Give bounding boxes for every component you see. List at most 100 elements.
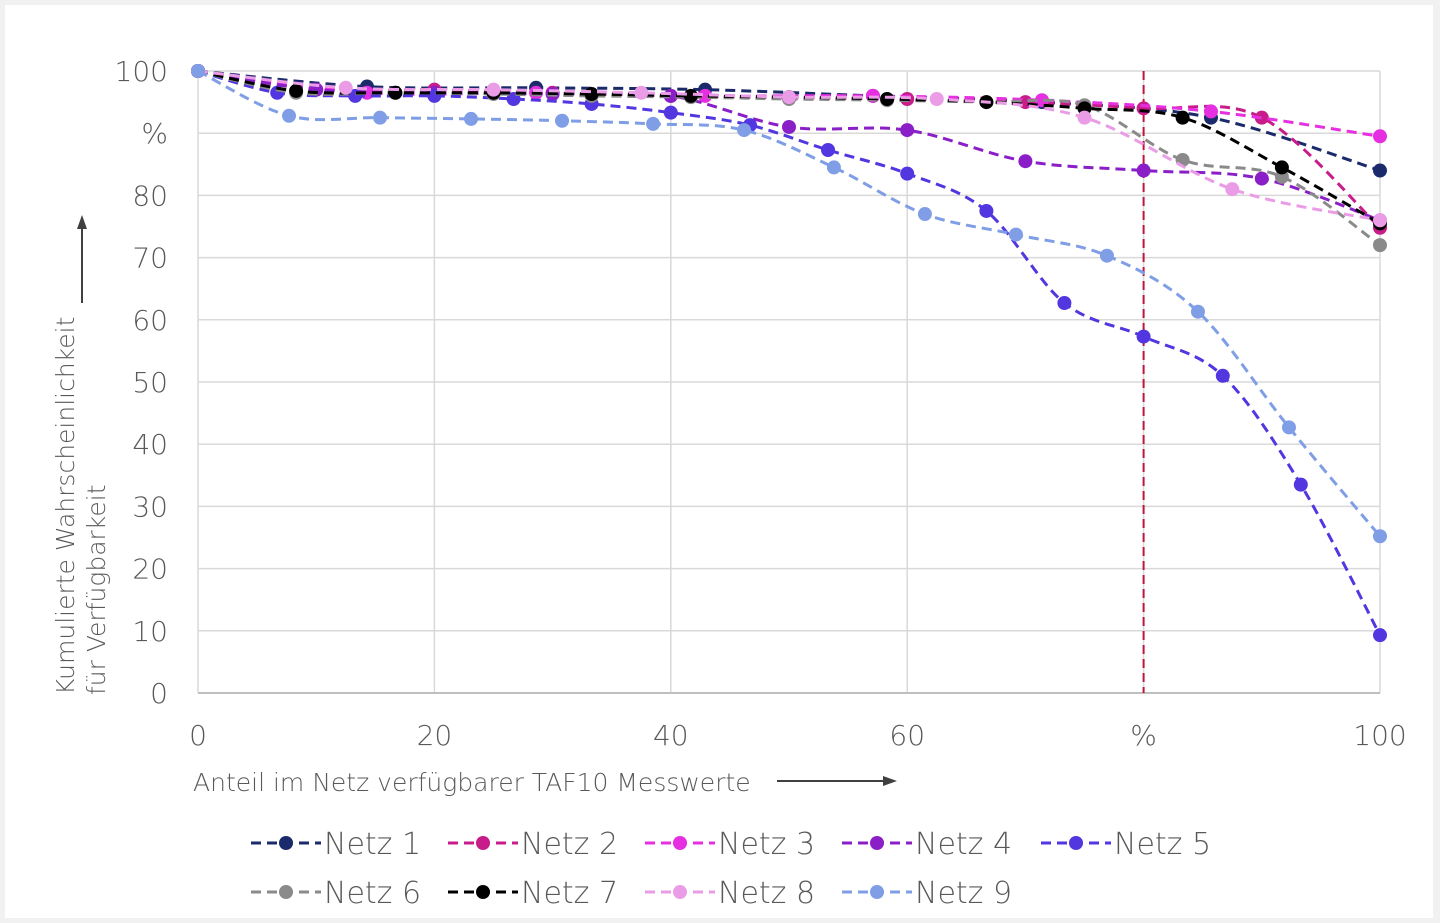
data-point [1274, 160, 1289, 175]
data-point [917, 207, 932, 222]
y-axis-label-line-2: für Verfügbarkeit [82, 484, 111, 695]
y-tick-label: 80 [132, 179, 168, 212]
data-point [1373, 238, 1387, 253]
data-point [1034, 93, 1049, 108]
data-point [1373, 628, 1387, 643]
data-point [388, 85, 403, 100]
y-tick-label: 60 [132, 304, 168, 337]
legend-item: Netz 5 [1041, 827, 1211, 862]
legend-swatch-marker [279, 885, 293, 899]
legend-item: Netz 4 [842, 827, 1012, 862]
y-tick-label: 40 [132, 428, 168, 461]
x-tick-label: 20 [417, 719, 453, 752]
series-9 [191, 64, 1387, 544]
x-axis-label: Anteil im Netz verfügbarer TAF10 Messwer… [193, 768, 751, 797]
legend-swatch-marker [279, 836, 293, 850]
legend-label: Netz 3 [718, 827, 815, 862]
data-point [1175, 110, 1190, 125]
data-point [929, 91, 944, 106]
legend-label: Netz 1 [324, 827, 421, 862]
data-point [1281, 420, 1296, 435]
data-point [646, 116, 661, 131]
legend: Netz 1 Netz 2 Netz 3 Netz 4 Netz 5 Netz 6 Netz… [251, 827, 1211, 911]
legend-label: Netz 9 [915, 876, 1012, 911]
x-axis-arrow [777, 776, 897, 786]
data-point [1225, 182, 1240, 197]
y-tick-label: 0 [150, 677, 168, 710]
legend-swatch-marker [476, 836, 490, 850]
data-point [782, 119, 796, 134]
legend-label: Netz 6 [324, 876, 421, 911]
series-line [197, 69, 1381, 172]
y-tick-label: 10 [132, 615, 168, 648]
y-axis-title: Kumulierte Wahrscheinlichkeit für Verfüg… [51, 317, 111, 695]
data-point [900, 123, 915, 138]
x-tick-label: 60 [889, 719, 925, 752]
data-series [191, 64, 1387, 643]
data-point [1373, 163, 1387, 178]
legend-item: Netz 2 [448, 827, 618, 862]
y-tick-label: 30 [132, 490, 168, 523]
y-tick-label: 20 [132, 553, 168, 586]
legend-label: Netz 7 [521, 876, 618, 911]
data-point [1057, 296, 1072, 311]
series-line [197, 69, 1382, 538]
legend-item: Netz 7 [448, 876, 618, 911]
data-point [373, 110, 388, 125]
y-tick-label: % [141, 117, 168, 150]
legend-item: Netz 8 [645, 876, 815, 911]
data-point [555, 113, 570, 128]
data-point [634, 85, 649, 100]
data-point [282, 108, 297, 123]
data-point [464, 111, 479, 126]
data-point [821, 142, 836, 157]
plot-grid [197, 70, 1381, 694]
legend-swatch-marker [476, 885, 490, 899]
x-tick-label: 40 [653, 719, 689, 752]
x-axis-ticks: 0 20 40 60% 100 [189, 719, 1407, 752]
data-point [1136, 329, 1151, 344]
data-point [698, 88, 713, 103]
y-tick-label: 100 [115, 55, 168, 88]
legend-swatch-marker [673, 836, 687, 850]
legend-label: Netz 4 [915, 827, 1012, 862]
data-point [584, 87, 599, 102]
line-chart: 0 10 20 30 40 50 60 70 80% 100 0 20 40 60% 100 Kumuli… [51, 55, 1407, 911]
legend-item: Netz 9 [842, 876, 1012, 911]
data-point [1254, 110, 1269, 125]
data-point [1008, 227, 1023, 242]
data-point [1018, 154, 1033, 169]
data-point [1254, 171, 1269, 186]
legend-item: Netz 3 [645, 827, 815, 862]
data-point [338, 80, 353, 95]
legend-label: Netz 5 [1114, 827, 1211, 862]
data-point [1373, 129, 1387, 144]
data-point [663, 105, 678, 120]
series-5 [191, 64, 1387, 643]
data-point [191, 64, 205, 78]
x-tick-label: % [1130, 719, 1157, 752]
y-axis-label-line-1: Kumulierte Wahrscheinlichkeit [51, 317, 80, 695]
series-line [197, 69, 1382, 636]
data-point [880, 91, 895, 106]
legend-swatch-marker [673, 885, 687, 899]
data-point [1203, 104, 1218, 119]
legend-label: Netz 2 [521, 827, 618, 862]
data-point [486, 82, 501, 97]
data-point [1373, 213, 1387, 228]
data-point [289, 83, 304, 98]
legend-label: Netz 8 [718, 876, 815, 911]
y-axis-arrow [77, 215, 87, 303]
data-point [683, 88, 698, 103]
data-point [1373, 529, 1387, 544]
x-tick-label: 0 [189, 719, 207, 752]
legend-item: Netz 1 [251, 827, 421, 862]
chart-frame: 0 10 20 30 40 50 60 70 80% 100 0 20 40 60% 100 Kumuli… [5, 5, 1433, 918]
data-point [1293, 477, 1308, 492]
legend-item: Netz 6 [251, 876, 421, 911]
data-point [900, 166, 915, 181]
data-point [1136, 163, 1151, 178]
legend-swatch-marker [870, 836, 884, 850]
data-point [1215, 368, 1230, 383]
legend-swatch-marker [1069, 836, 1083, 850]
